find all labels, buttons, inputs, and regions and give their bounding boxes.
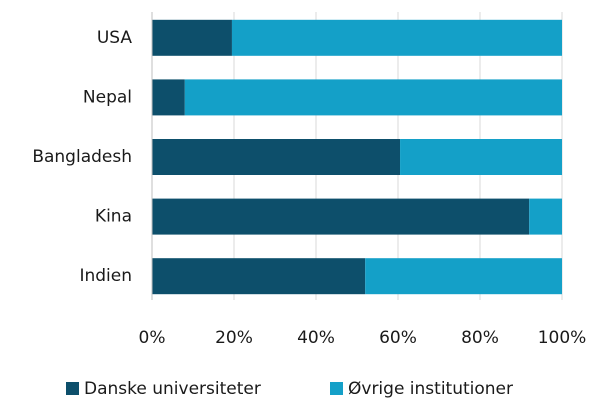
bar-segment [365,258,562,295]
legend-swatch [330,382,343,395]
bar-segment [152,19,232,56]
bar-segment [152,139,401,175]
y-tick-label: Nepal [83,87,132,107]
bar-segment [184,79,563,116]
bar-segment [152,198,530,235]
x-tick-label: 20% [215,328,253,348]
y-tick-label: Bangladesh [32,147,132,167]
bar-segment [529,198,562,235]
bar-segment [231,19,562,56]
bar-segment [400,139,562,175]
x-tick-label: 40% [297,328,335,348]
y-tick-label: Indien [79,266,132,286]
x-tick-label: 60% [379,328,417,348]
legend-label: Danske universiteter [84,379,261,399]
x-tick-label: 80% [461,328,499,348]
legend-swatch [66,382,79,395]
y-tick-label: USA [97,28,133,48]
bar-segment [152,79,185,116]
bar-segment [152,258,366,295]
x-tick-label: 100% [538,328,587,348]
x-tick-label: 0% [139,328,166,348]
y-tick-label: Kina [95,207,132,227]
legend-label: Øvrige institutioner [348,379,513,399]
